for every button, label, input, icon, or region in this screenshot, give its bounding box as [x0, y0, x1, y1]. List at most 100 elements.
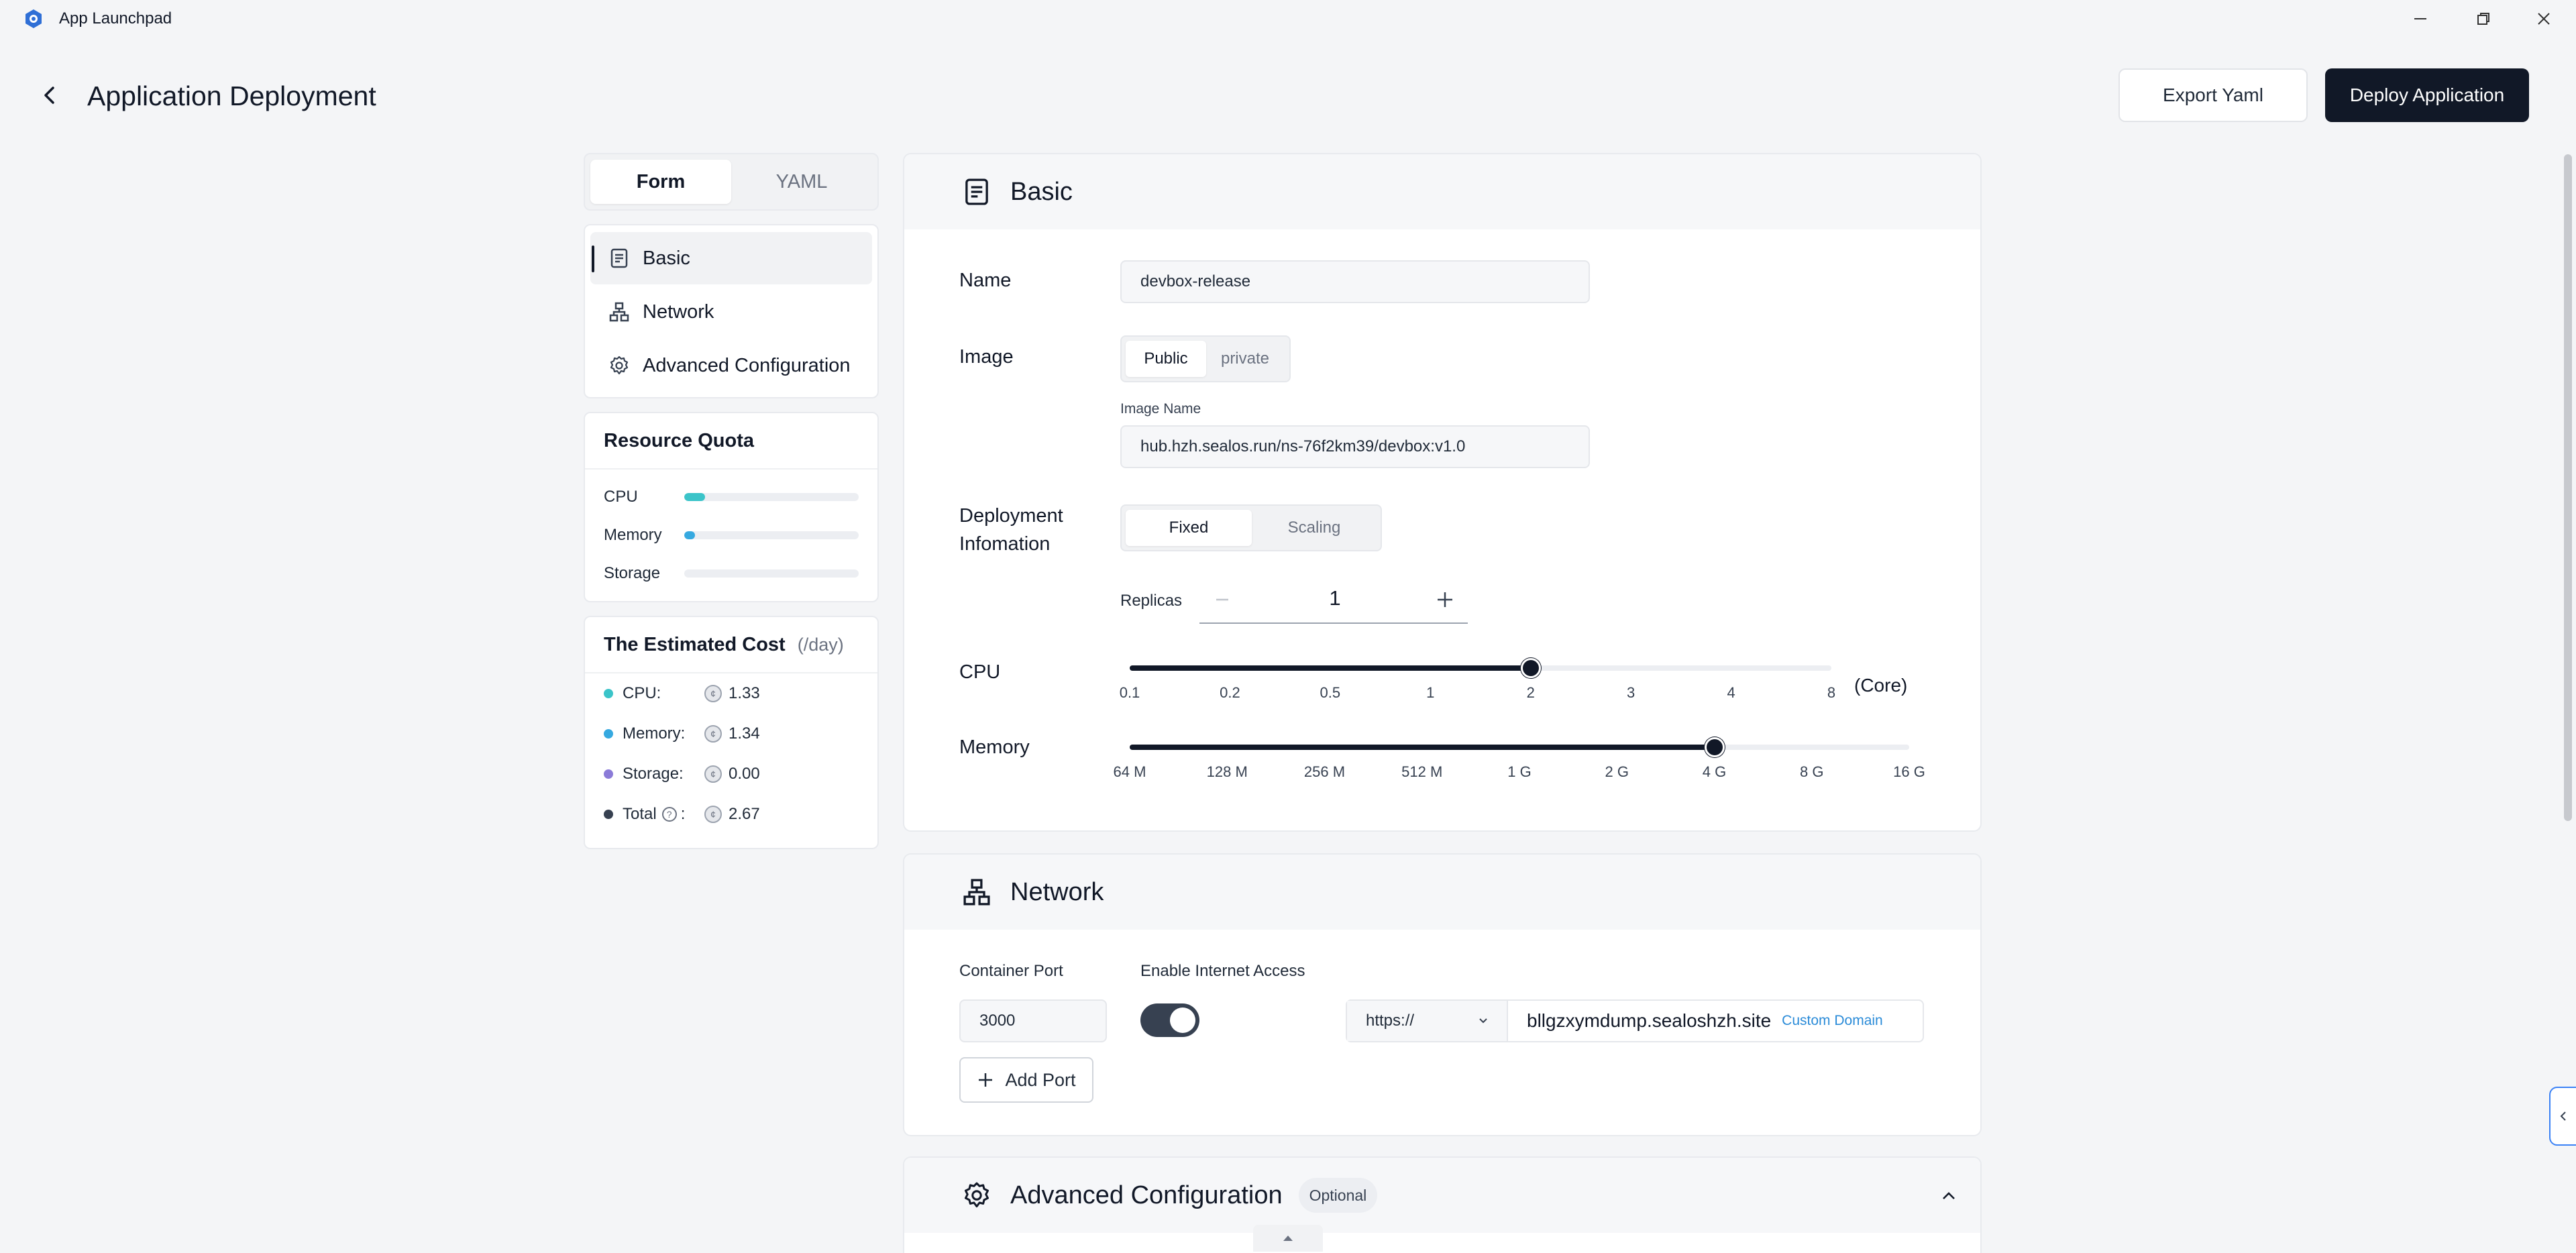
back-button[interactable]: [39, 79, 60, 111]
quota-label: Storage: [604, 563, 661, 582]
cost-value: 1.33: [729, 684, 760, 702]
quota-fill: [684, 531, 695, 539]
internet-access-label: Enable Internet Access: [1140, 962, 1305, 980]
quota-row-storage: Storage: [585, 554, 877, 592]
cost-label: Memory:: [623, 724, 686, 743]
help-icon[interactable]: ?: [661, 807, 677, 822]
quota-bar: [684, 492, 859, 501]
cpu-tick-label[interactable]: 3: [1627, 684, 1635, 701]
cpu-tick-label[interactable]: 2: [1526, 684, 1535, 701]
cost-label-suffix: :: [680, 805, 686, 823]
quota-fill: [684, 492, 706, 501]
scrollbar[interactable]: [2564, 154, 2572, 821]
quota-row-memory: Memory: [585, 516, 877, 554]
quota-label: CPU: [604, 487, 638, 506]
side-panel-handle[interactable]: [2549, 1087, 2576, 1146]
gear-icon: [608, 354, 631, 377]
cpu-slider-thumb[interactable]: [1520, 658, 1541, 678]
resource-quota-title: Resource Quota: [585, 413, 877, 470]
estimated-cost-title: The Estimated Cost: [604, 633, 786, 655]
add-port-label: Add Port: [1005, 1069, 1076, 1090]
network-icon: [608, 301, 631, 323]
cpu-tick-label[interactable]: 0.2: [1220, 684, 1240, 701]
coin-icon: ¢: [704, 685, 722, 702]
memory-tick-label[interactable]: 1 G: [1507, 763, 1532, 780]
plus-icon: [979, 1073, 993, 1087]
minimize-button[interactable]: [2402, 5, 2439, 32]
protocol-select[interactable]: https://: [1347, 1001, 1508, 1041]
cpu-tick-label[interactable]: 1: [1426, 684, 1435, 701]
cpu-label: CPU: [959, 661, 1001, 683]
memory-slider-thumb[interactable]: [1704, 737, 1725, 757]
add-port-button[interactable]: Add Port: [959, 1057, 1093, 1103]
nav-item-advanced[interactable]: Advanced Configuration: [590, 339, 872, 392]
memory-tick-label[interactable]: 2 G: [1605, 763, 1629, 780]
document-icon: [608, 247, 631, 270]
minimize-icon: [2414, 18, 2426, 19]
document-icon: [961, 176, 993, 208]
cost-row-cpu: CPU: ¢ 1.33: [585, 673, 877, 714]
chevron-up-icon[interactable]: [1940, 1187, 1957, 1205]
quota-label: Memory: [604, 525, 662, 544]
image-name-input[interactable]: [1120, 425, 1590, 468]
custom-domain-link[interactable]: Custom Domain: [1782, 1013, 1883, 1028]
minus-icon: [1216, 598, 1228, 601]
replicas-increment-button[interactable]: [1428, 582, 1462, 617]
export-yaml-button[interactable]: Export Yaml: [2118, 68, 2308, 122]
image-label: Image: [959, 346, 1014, 368]
optional-badge: Optional: [1298, 1178, 1378, 1213]
cost-value: 1.34: [729, 724, 760, 743]
close-window-button[interactable]: [2525, 5, 2563, 32]
coin-icon: ¢: [704, 765, 722, 783]
deploy-application-button[interactable]: Deploy Application: [2325, 68, 2529, 122]
cost-unit: (/day): [797, 634, 844, 655]
name-input[interactable]: [1120, 260, 1590, 303]
resource-quota-card: Resource Quota CPU Memory Storage: [584, 412, 879, 602]
chevron-left-icon: [2560, 1111, 2566, 1121]
deploy-scaling-option[interactable]: Scaling: [1287, 519, 1341, 537]
cost-row-total: Total ? : ¢ 2.67: [585, 794, 877, 834]
memory-tick-label[interactable]: 16 G: [1893, 763, 1925, 780]
internet-access-toggle[interactable]: [1140, 1003, 1199, 1037]
basic-section-title: Basic: [1010, 177, 1073, 206]
container-port-input[interactable]: [959, 999, 1107, 1042]
toggle-knob: [1170, 1007, 1195, 1033]
form-yaml-tabs: Form YAML: [584, 153, 879, 211]
memory-tick-label[interactable]: 256 M: [1303, 763, 1346, 780]
cost-row-memory: Memory: ¢ 1.34: [585, 714, 877, 754]
memory-tick-label[interactable]: 4 G: [1702, 763, 1727, 780]
memory-tick-label[interactable]: 128 M: [1206, 763, 1248, 780]
tab-form[interactable]: Form: [590, 160, 731, 204]
cost-label-total: Total ? :: [623, 805, 704, 824]
scroll-up-handle[interactable]: [1253, 1225, 1323, 1252]
cpu-tick-label[interactable]: 0.5: [1320, 684, 1341, 701]
network-icon: [961, 876, 993, 908]
tab-yaml[interactable]: YAML: [775, 170, 828, 193]
image-public-option[interactable]: Public: [1126, 341, 1206, 377]
cpu-tick-label[interactable]: 4: [1727, 684, 1735, 701]
image-private-option[interactable]: private: [1220, 349, 1270, 368]
nav-item-network[interactable]: Network: [590, 286, 872, 338]
nav-item-basic[interactable]: Basic: [590, 232, 872, 284]
estimated-cost-header: The Estimated Cost (/day): [585, 617, 877, 673]
cpu-unit: (Core): [1854, 675, 1908, 696]
caret-up-icon: [1283, 1236, 1293, 1241]
replicas-decrement-button[interactable]: [1205, 582, 1240, 617]
deployment-mode-toggle: Fixed Scaling: [1120, 504, 1382, 551]
deploy-fixed-option[interactable]: Fixed: [1126, 510, 1252, 546]
advanced-section-header[interactable]: Advanced Configuration Optional: [904, 1158, 1980, 1233]
status-dot: [604, 729, 613, 739]
replicas-underline: [1199, 622, 1468, 624]
cpu-tick-label[interactable]: 0.1: [1119, 684, 1140, 701]
quota-bar: [684, 531, 859, 539]
memory-tick-label[interactable]: 512 M: [1401, 763, 1443, 780]
memory-tick-label[interactable]: 64 M: [1113, 763, 1146, 780]
memory-tick-label[interactable]: 8 G: [1800, 763, 1824, 780]
page-title: Application Deployment: [87, 80, 376, 111]
restore-button[interactable]: [2465, 5, 2502, 32]
cpu-tick-label[interactable]: 8: [1827, 684, 1836, 701]
cost-label: Total: [623, 805, 657, 823]
cpu-slider-fill: [1130, 665, 1531, 671]
replicas-value[interactable]: 1: [1329, 586, 1341, 610]
status-dot: [604, 810, 613, 819]
